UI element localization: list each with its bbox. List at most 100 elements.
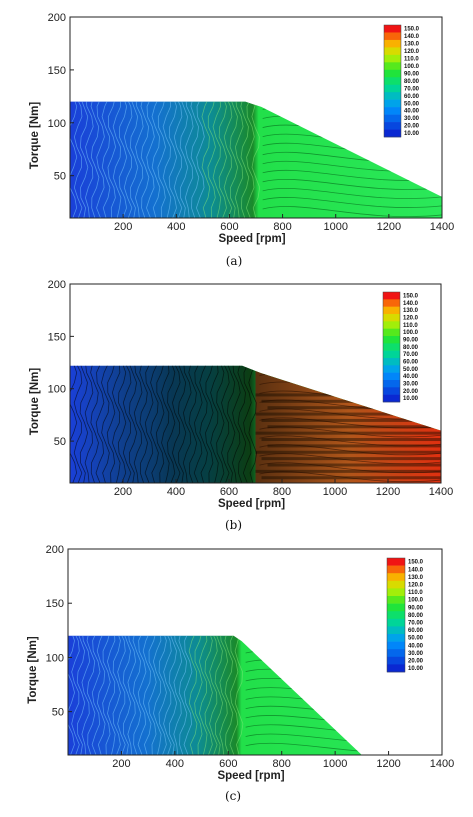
colorbar-label: 130.0 xyxy=(404,42,420,48)
contour-line xyxy=(163,635,172,755)
band-line xyxy=(261,438,441,442)
colorbar-cell xyxy=(384,84,401,93)
contour-line xyxy=(106,365,116,483)
panel-caption: (b) xyxy=(225,518,242,532)
colorbar-frame xyxy=(383,24,402,138)
band-line xyxy=(255,412,441,416)
contour-line xyxy=(133,365,143,483)
x-tick-label: 200 xyxy=(114,486,132,498)
contour-line xyxy=(139,365,149,483)
contour-line xyxy=(101,101,111,218)
y-tick-label: 50 xyxy=(52,707,64,719)
colorbar-cell xyxy=(387,603,405,612)
colorbar-cell xyxy=(387,588,405,597)
colorbar-label: 40.00 xyxy=(404,109,420,115)
colorbar-cell xyxy=(387,641,405,650)
x-axis-label: Speed [rpm] xyxy=(218,233,285,245)
contour-line xyxy=(71,635,80,755)
colorbar-cell xyxy=(383,292,400,300)
chart-panel-1: 200 400 600 800 1000 1200 1400 50 100 150 200 Speed… xyxy=(29,12,454,245)
contour-line xyxy=(177,365,187,483)
colorbar-label: 100.0 xyxy=(403,330,419,336)
band-line xyxy=(255,450,441,454)
colorbar-label: 70.00 xyxy=(403,352,419,358)
colorbar-cell xyxy=(383,336,400,344)
colorbar-label: 150.0 xyxy=(408,560,424,566)
contour-line xyxy=(199,365,208,483)
contour-line xyxy=(134,101,144,218)
contour-line xyxy=(151,101,161,218)
colorbar-cell xyxy=(384,47,401,56)
band-line xyxy=(261,476,441,480)
contour-line xyxy=(184,101,194,218)
contour-line xyxy=(245,733,362,745)
plot-frame xyxy=(69,16,443,219)
contour-line xyxy=(112,635,121,755)
y-axis-label: Torque [Nm] xyxy=(29,102,41,170)
colorbar-cell xyxy=(387,656,405,665)
contour-line xyxy=(90,365,99,483)
y-axis-label: Torque [Nm] xyxy=(29,368,41,436)
contour-line xyxy=(68,635,75,755)
contour-line xyxy=(127,635,137,755)
contour-line xyxy=(240,101,250,218)
contour-line xyxy=(198,635,208,755)
colorbar-cell xyxy=(383,299,400,307)
colorbar-cell xyxy=(384,62,401,71)
contour-line xyxy=(73,101,83,218)
contour-line xyxy=(132,635,142,755)
colorbar-label: 40.00 xyxy=(408,643,424,649)
colorbar-cell xyxy=(383,343,400,351)
colorbar-cell xyxy=(383,328,400,337)
contour-line xyxy=(242,365,252,483)
colorbar-cell xyxy=(387,580,405,589)
contour-line xyxy=(168,101,178,218)
x-tick-label: 1000 xyxy=(323,221,347,233)
contour-line xyxy=(152,635,162,755)
contour-line xyxy=(234,101,244,218)
band-line xyxy=(261,418,441,422)
contour-line xyxy=(259,444,441,456)
colorbar-cell xyxy=(387,634,405,642)
band-line xyxy=(267,406,441,410)
y-tick-label: 150 xyxy=(48,331,66,343)
colorbar-label: 80.00 xyxy=(403,345,419,351)
colorbar-cell xyxy=(383,321,400,329)
colorbar-label: 50.00 xyxy=(404,101,420,107)
contour-line xyxy=(223,101,233,218)
y-tick-label: 50 xyxy=(54,171,66,183)
band-line xyxy=(255,469,441,473)
plot-frame xyxy=(69,283,442,484)
colorbar-cell xyxy=(383,380,400,388)
colorbar-label: 10.00 xyxy=(408,666,424,672)
colorbar-label: 120.0 xyxy=(403,316,419,322)
contour-line xyxy=(248,365,258,483)
contour-line xyxy=(168,635,178,755)
contour-line xyxy=(106,635,116,755)
contour-line xyxy=(73,365,83,483)
colorbar-label: 20.00 xyxy=(403,389,419,395)
contour-line xyxy=(142,635,152,755)
contour-line xyxy=(150,365,159,483)
contour-line xyxy=(237,365,247,483)
colorbar-label: 10.00 xyxy=(404,131,420,137)
colorbar-label: 70.00 xyxy=(404,86,420,92)
contour-line xyxy=(173,101,183,218)
colorbar-cell xyxy=(384,25,401,33)
contour-line xyxy=(171,365,181,483)
contour-line xyxy=(96,635,106,755)
chart-panel-3: 200 400 600 800 1000 1200 1400 50 100 150 200 Speed… xyxy=(27,544,454,782)
colorbar-label: 90.00 xyxy=(403,338,419,344)
colorbar-label: 90.00 xyxy=(404,71,420,77)
contour-line xyxy=(122,635,132,755)
colorbar-cell xyxy=(387,573,405,582)
y-tick-label: 150 xyxy=(46,598,64,610)
x-tick-label: 1000 xyxy=(323,486,347,498)
colorbar-label: 100.0 xyxy=(408,598,424,604)
colorbar-label: 50.00 xyxy=(408,636,424,642)
colorbar-label: 80.00 xyxy=(408,613,424,619)
contour-line xyxy=(101,365,110,483)
contour-line xyxy=(161,365,170,483)
contour-line xyxy=(96,101,105,218)
x-tick-label: 800 xyxy=(273,758,291,770)
